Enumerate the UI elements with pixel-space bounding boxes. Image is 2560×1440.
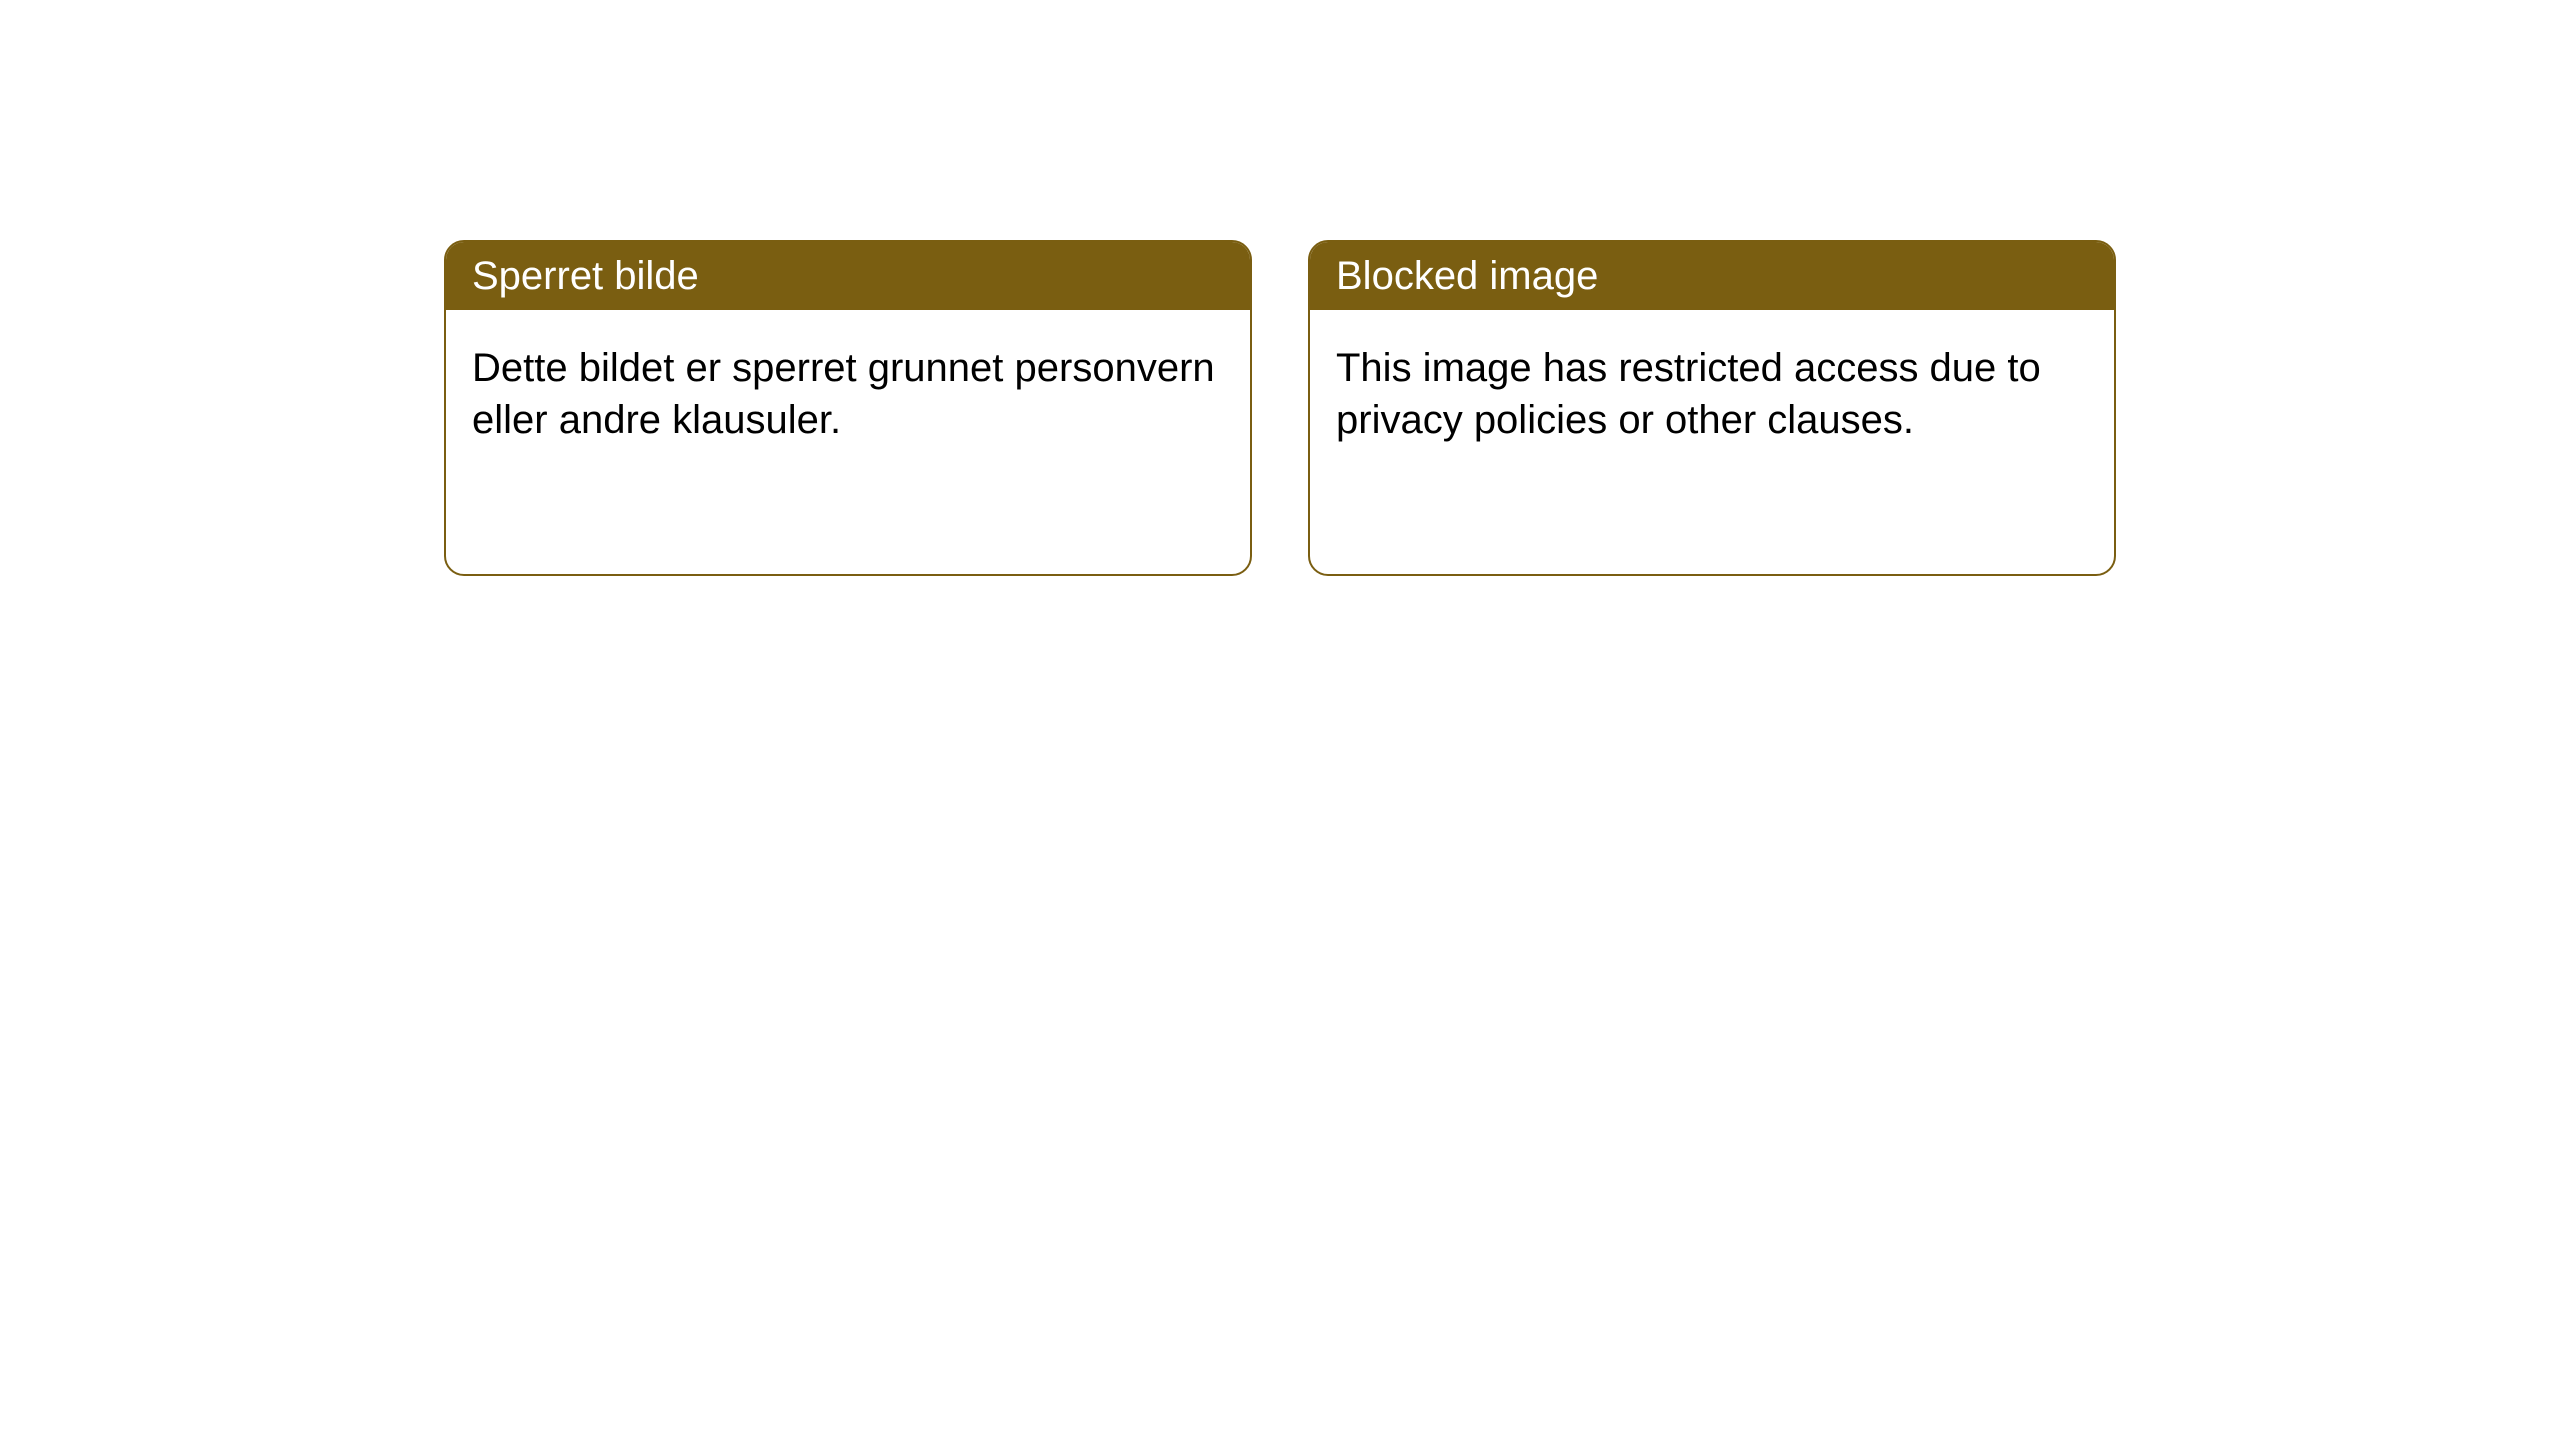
card-header: Blocked image: [1310, 242, 2114, 310]
notice-card-norwegian: Sperret bilde Dette bildet er sperret gr…: [444, 240, 1252, 576]
notice-card-english: Blocked image This image has restricted …: [1308, 240, 2116, 576]
card-body: Dette bildet er sperret grunnet personve…: [446, 310, 1250, 478]
card-body: This image has restricted access due to …: [1310, 310, 2114, 478]
card-header: Sperret bilde: [446, 242, 1250, 310]
notice-cards-container: Sperret bilde Dette bildet er sperret gr…: [444, 240, 2116, 1440]
